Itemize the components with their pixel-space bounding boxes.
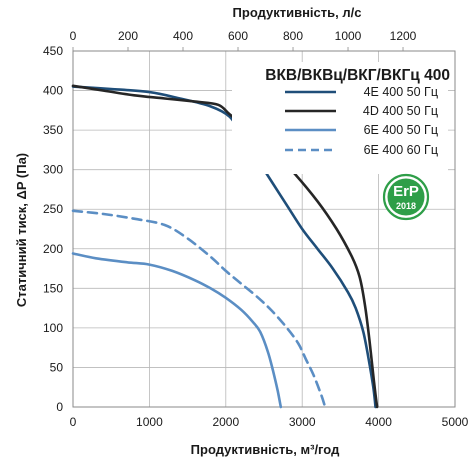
plot-frame — [72, 50, 456, 408]
x-tick-label-1: 1000 — [136, 415, 163, 429]
series-line-3 — [71, 209, 327, 409]
x-axis-ticks: 0 1000 2000 3000 4000 5000 — [70, 415, 469, 429]
chart-title: ВКВ/ВКВц/ВКГ/ВКГц 400 — [265, 67, 450, 84]
x-tick-label-2: 2000 — [212, 415, 239, 429]
legend-label-3: 6E 400 60 Гц — [364, 143, 438, 157]
legend-background — [232, 62, 448, 174]
x2-axis-ticks: 0 200 400 600 800 1000 1200 — [70, 29, 417, 51]
x2-tick-label-2: 400 — [173, 29, 193, 43]
legend-label-1: 4D 400 50 Гц — [363, 104, 438, 118]
erp-badge-text-top: ErP — [393, 183, 419, 200]
erp-badge-text-bottom: 2018 — [396, 201, 416, 211]
y-tick-label-7: 350 — [43, 123, 63, 137]
erp-badge-icon: ErP 2018 — [382, 173, 430, 221]
legend-label-2: 6E 400 50 Гц — [364, 123, 438, 137]
y-tick-label-0: 0 — [56, 400, 63, 414]
x2-axis-title: Продуктивність, л/с — [233, 5, 362, 20]
x2-tick-label-0: 0 — [70, 29, 77, 43]
x2-tick-label-5: 1000 — [335, 29, 362, 43]
y-tick-label-8: 400 — [43, 84, 63, 98]
x-tick-label-5: 5000 — [442, 415, 469, 429]
y-tick-label-6: 300 — [43, 163, 63, 177]
x2-tick-label-1: 200 — [118, 29, 138, 43]
series-line-2 — [71, 252, 283, 409]
series-layer — [71, 84, 379, 409]
legend: 4E 400 50 Гц 4D 400 50 Гц 6E 400 50 Гц 6E 4… — [232, 62, 448, 174]
y-tick-label-9: 450 — [43, 44, 63, 58]
x2-tick-label-4: 800 — [283, 29, 303, 43]
legend-label-0: 4E 400 50 Гц — [364, 85, 438, 99]
x-tick-label-4: 4000 — [365, 415, 392, 429]
y-axis-title: Статичний тиск, ΔP (Па) — [14, 153, 29, 307]
y-tick-label-2: 100 — [43, 321, 63, 335]
series-line-0 — [71, 85, 377, 409]
y-tick-label-1: 50 — [50, 360, 64, 374]
x-tick-label-0: 0 — [70, 415, 77, 429]
x-axis-title: Продуктивність, м³/год — [191, 442, 340, 457]
x2-tick-label-6: 1200 — [390, 29, 417, 43]
y-tick-label-3: 150 — [43, 281, 63, 295]
y-tick-label-4: 200 — [43, 242, 63, 256]
y-tick-label-5: 250 — [43, 202, 63, 216]
y-axis-ticks: 0 50 100 150 200 250 300 350 400 450 — [43, 44, 63, 414]
x-tick-label-3: 3000 — [289, 415, 316, 429]
x2-tick-label-3: 600 — [228, 29, 248, 43]
erp-badge-fill — [387, 178, 425, 216]
